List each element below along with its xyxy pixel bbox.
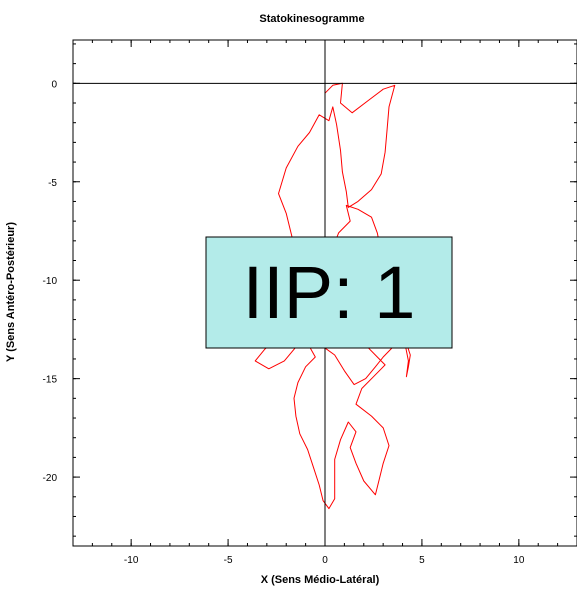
- tick-labels: -10 -5 0 5 10 0 -5 -10 -15 -20: [43, 79, 525, 566]
- result-badge-box: [205, 236, 453, 349]
- result-badge-text: IIP: 1: [243, 251, 416, 334]
- y-tick-label: -20: [43, 473, 58, 484]
- y-tick-label: -15: [43, 375, 58, 386]
- y-axis-label: Y (Sens Antéro-Postérieur): [5, 222, 17, 362]
- y-tick-label: -10: [43, 276, 58, 287]
- x-axis-label: X (Sens Médio-Latéral): [261, 574, 380, 586]
- x-tick-label: 10: [513, 555, 525, 566]
- y-tick-label: 0: [51, 79, 57, 90]
- x-tick-label: -5: [224, 555, 233, 566]
- sway-trajectory-line: [254, 82, 411, 510]
- chart-title: Statokinesogramme: [259, 13, 364, 25]
- x-tick-label: -10: [124, 555, 139, 566]
- result-badge: IIP: 1: [205, 236, 453, 349]
- x-tick-label: 0: [322, 555, 328, 566]
- y-tick-label: -5: [48, 178, 57, 189]
- x-tick-label: 5: [419, 555, 425, 566]
- series-layer: [254, 82, 411, 510]
